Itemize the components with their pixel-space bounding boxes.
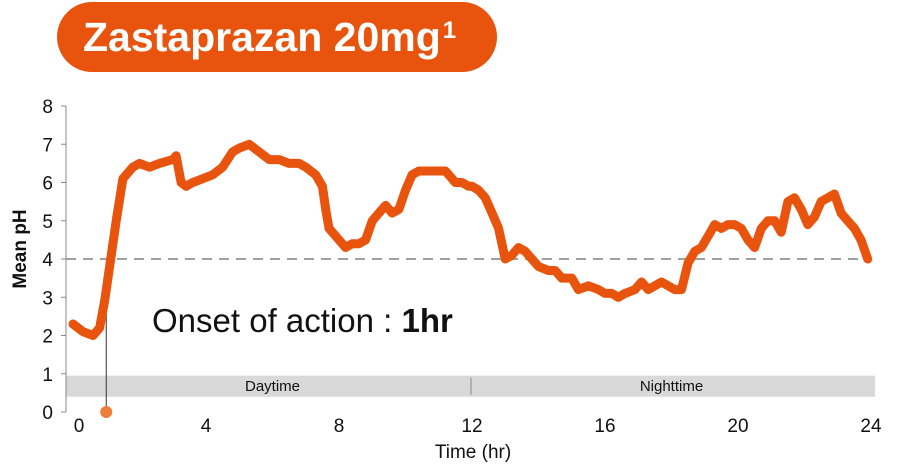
chart-title: Zastaprazan 20mg [83,13,441,60]
onset-annotation-value: 1hr [401,302,453,339]
y-tick-label: 7 [42,135,53,156]
chart-title-pill: Zastaprazan 20mg 1 [57,2,497,72]
y-tick-label: 6 [42,174,53,195]
y-tick-label: 8 [42,97,53,118]
x-tick-label: 0 [74,416,85,437]
period-band-daytime [66,375,472,397]
period-band-label: Nighttime [640,378,703,395]
x-tick-label: 16 [594,416,615,437]
title-footnote-marker: 1 [442,17,457,44]
onset-annotation-label: Onset of action : [152,302,401,339]
series-line-mean-ph [68,139,873,340]
x-tick-label: 12 [461,416,482,437]
onset-marker-dot [100,406,113,418]
y-axis-title: Mean pH [10,209,31,288]
period-band-nighttime [472,375,875,397]
onset-annotation: Onset of action : 1hr [152,302,453,339]
y-tick-label: 2 [42,327,53,348]
y-tick-label: 3 [42,288,53,309]
period-band-label: Daytime [245,378,300,395]
y-tick-label: 4 [42,250,53,271]
x-tick-label: 20 [727,416,748,437]
x-axis-title: Time (hr) [435,442,511,463]
x-tick-label: 4 [201,416,212,437]
y-tick-label: 0 [42,403,53,424]
x-tick-label: 24 [860,416,882,437]
y-tick-label: 1 [42,365,53,386]
x-tick-label: 8 [334,416,345,437]
y-tick-label: 5 [42,212,53,233]
